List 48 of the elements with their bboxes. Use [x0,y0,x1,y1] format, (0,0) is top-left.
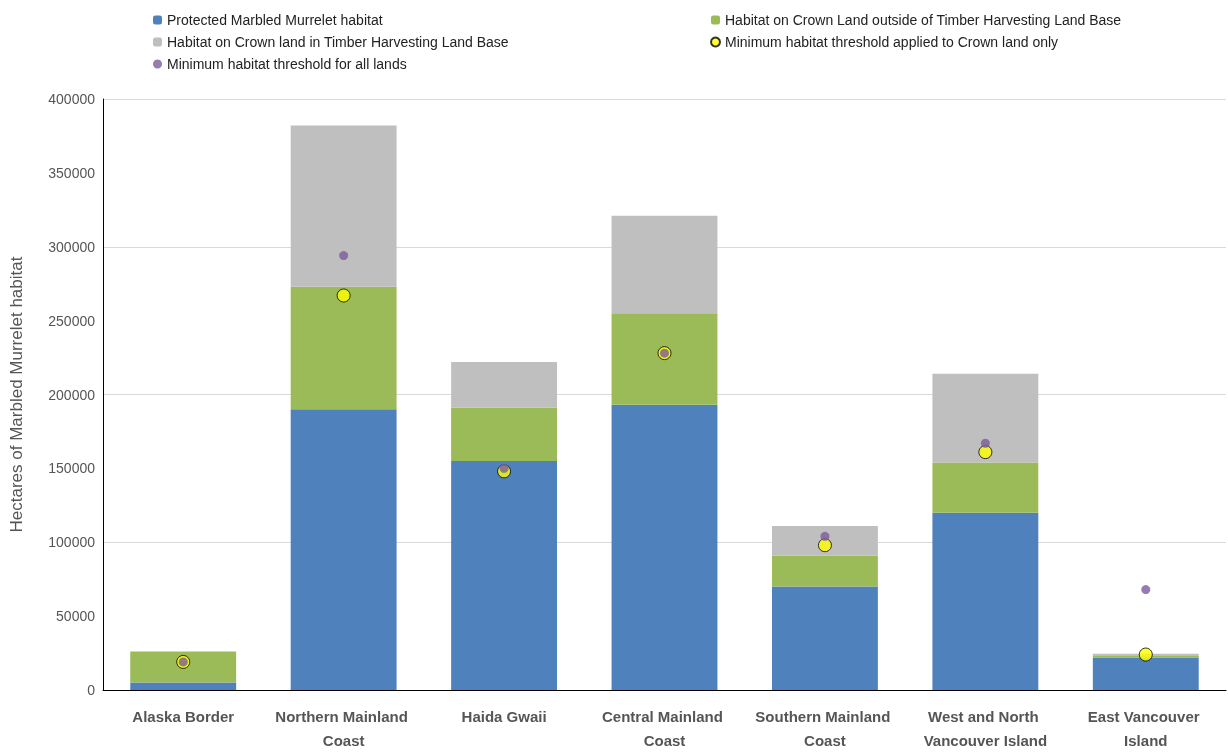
y-axis-title: Hectares of Marbled Murrelet habitat [7,256,26,533]
y-tick-label: 200000 [48,386,96,403]
x-tick-label: East Vancouver Island [1087,707,1204,749]
legend-label: Protected Marbled Murrelet habitat [167,12,383,28]
point [1141,585,1151,595]
point [820,531,830,541]
bar [771,586,878,690]
legend-label: Habitat on Crown land in Timber Harvesting Land Base [167,34,509,50]
x-tick-label: Northern Mainland Coast [275,707,412,749]
bar [932,462,1039,513]
bar [771,526,878,556]
x-tick-label: Southern Mainland Coast [755,707,895,749]
y-tick-label: 0 [87,682,96,698]
bar [932,512,1039,690]
point [980,438,990,448]
y-tick-label: 400000 [48,91,96,107]
bar [1092,657,1199,690]
bar [290,286,397,410]
x-tick-label: Alaska Border [132,707,235,725]
y-tick-label: 300000 [48,238,96,255]
bar [290,125,397,287]
y-tick-label: 50000 [56,608,96,625]
x-tick-label: Central Mainland Coast [601,707,728,749]
y-tick-label: 100000 [48,534,96,551]
bar [771,555,878,587]
legend-label: Habitat on Crown Land outside of Timber Harvesting Land Base [725,12,1122,28]
point [1138,647,1153,662]
legend-label: Minimum habitat threshold applied to Crown land only [725,34,1059,50]
bar [451,362,558,408]
y-tick-label: 350000 [48,164,96,181]
bar [130,682,237,690]
bar [451,460,558,690]
y-tick-label: 150000 [48,460,96,477]
bar [611,215,718,314]
x-tick-label: Haida Gwaii [461,707,547,725]
point [339,251,349,261]
bar [451,407,558,461]
point [978,445,993,460]
legend-label: Minimum habitat threshold for all lands [167,56,407,72]
point [336,288,351,303]
point [817,538,832,553]
bar [130,651,237,683]
bar [611,313,718,405]
y-tick-label: 250000 [48,312,96,329]
bar [932,373,1039,463]
x-tick-label: West and North Vancouver Island [923,707,1048,749]
bar [611,404,718,690]
bar [290,409,397,690]
